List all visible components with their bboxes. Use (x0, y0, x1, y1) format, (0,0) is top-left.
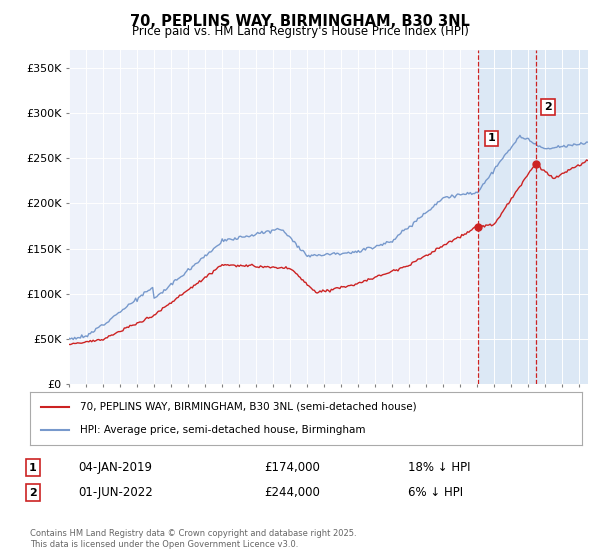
Text: HPI: Average price, semi-detached house, Birmingham: HPI: Average price, semi-detached house,… (80, 425, 365, 435)
Text: 6% ↓ HPI: 6% ↓ HPI (408, 486, 463, 500)
Text: 70, PEPLINS WAY, BIRMINGHAM, B30 3NL: 70, PEPLINS WAY, BIRMINGHAM, B30 3NL (130, 14, 470, 29)
Text: 2: 2 (29, 488, 37, 498)
Text: 1: 1 (29, 463, 37, 473)
Text: 2: 2 (544, 102, 552, 112)
Text: £174,000: £174,000 (264, 461, 320, 474)
Bar (478, 50, 588, 384)
Text: 01-JUN-2022: 01-JUN-2022 (78, 486, 153, 500)
Text: 1: 1 (488, 133, 496, 143)
Text: 04-JAN-2019: 04-JAN-2019 (78, 461, 152, 474)
Text: Contains HM Land Registry data © Crown copyright and database right 2025.
This d: Contains HM Land Registry data © Crown c… (30, 529, 356, 549)
Text: £244,000: £244,000 (264, 486, 320, 500)
Text: 18% ↓ HPI: 18% ↓ HPI (408, 461, 470, 474)
Text: Price paid vs. HM Land Registry's House Price Index (HPI): Price paid vs. HM Land Registry's House … (131, 25, 469, 38)
Text: 70, PEPLINS WAY, BIRMINGHAM, B30 3NL (semi-detached house): 70, PEPLINS WAY, BIRMINGHAM, B30 3NL (se… (80, 402, 416, 412)
